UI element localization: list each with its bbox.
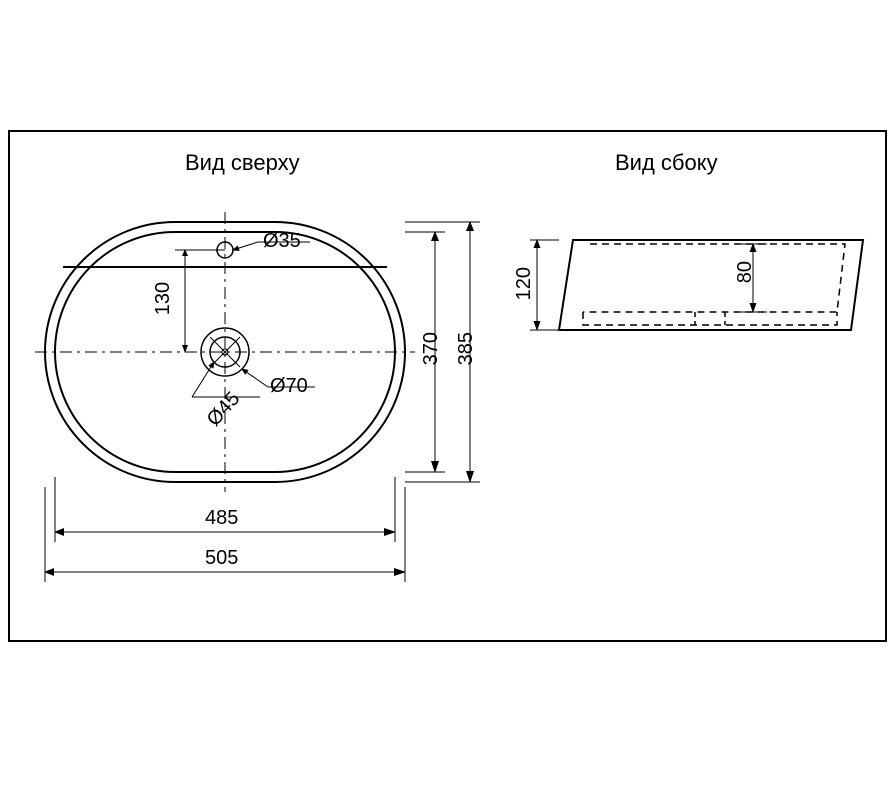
side-view-drawing bbox=[515, 217, 875, 377]
dim-side-120: 120 bbox=[513, 267, 536, 300]
dim-side-80: 80 bbox=[734, 261, 757, 283]
top-view-title: Вид сверху bbox=[185, 150, 300, 176]
top-view-drawing bbox=[10, 192, 530, 672]
dim-drain-70: Ø70 bbox=[270, 375, 308, 398]
dim-485: 485 bbox=[205, 507, 238, 530]
side-view-title: Вид сбоку bbox=[615, 150, 718, 176]
dim-130: 130 bbox=[152, 282, 175, 315]
dim-505: 505 bbox=[205, 547, 238, 570]
dim-faucet-dia: Ø35 bbox=[263, 230, 301, 253]
drawing-frame: Вид сверху Вид сбоку bbox=[8, 130, 887, 642]
dim-370: 370 bbox=[420, 332, 443, 365]
dim-385: 385 bbox=[455, 332, 478, 365]
